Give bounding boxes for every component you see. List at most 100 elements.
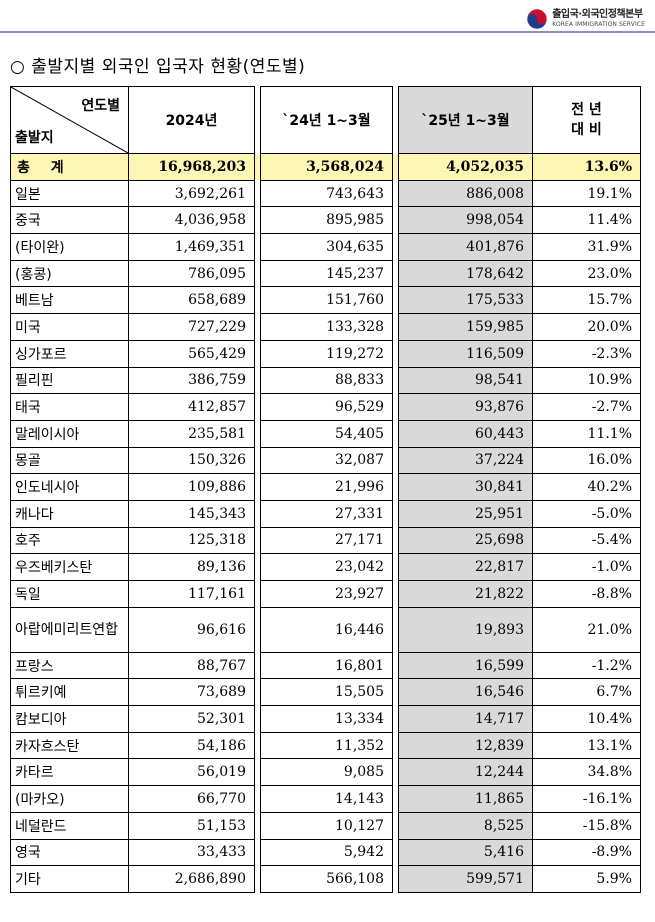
row-value-2024: 4,036,958 [128, 206, 255, 235]
row-value-2024: 96,616 [128, 606, 255, 653]
row-value-yoy: -8.9% [532, 838, 641, 867]
row-value-q1-2024: 743,643 [260, 179, 393, 208]
table-row: 중국 4,036,958 895,985 998,054 11.4% [10, 206, 641, 235]
col-header-yoy-line1: 전 년 [571, 102, 602, 118]
table-row: 캐나다 145,343 27,331 25,951 -5.0% [10, 499, 641, 528]
row-value-yoy: -1.2% [532, 651, 641, 680]
col-header-2024: 2024년 [128, 86, 255, 154]
row-value-q1-2025: 16,546 [398, 678, 533, 707]
row-value-q1-2024: 10,127 [260, 811, 393, 840]
table-row: 호주 125,318 27,171 25,698 -5.4% [10, 526, 641, 555]
org-name-en: KOREA IMMIGRATION SERVICE [552, 21, 645, 28]
row-value-q1-2024: 13,334 [260, 705, 393, 733]
row-origin: 캄보디아 [10, 705, 129, 733]
table-row: 영국 33,433 5,942 5,416 -8.9% [10, 838, 641, 867]
row-value-q1-2025: 22,817 [398, 553, 533, 581]
row-value-2024: 727,229 [128, 313, 255, 341]
row-value-2024: 16,968,203 [128, 153, 255, 181]
row-value-2024: 109,886 [128, 473, 255, 501]
row-origin: 몽골 [10, 446, 129, 475]
row-origin: (홍콩) [10, 259, 129, 288]
row-value-q1-2024: 27,171 [260, 526, 393, 555]
row-value-2024: 56,019 [128, 758, 255, 787]
row-value-2024: 565,429 [128, 339, 255, 368]
row-origin: 기타 [10, 865, 129, 893]
table-row: 기타 2,686,890 566,108 599,571 5.9% [10, 865, 641, 893]
row-value-2024: 89,136 [128, 553, 255, 581]
row-value-q1-2025: 178,642 [398, 259, 533, 288]
page-title: ○ 출발지별 외국인 입국자 현황(연도별) [10, 57, 306, 77]
row-value-yoy: 15.7% [532, 286, 641, 315]
header-divider [0, 31, 655, 33]
row-value-q1-2024: 5,942 [260, 838, 393, 867]
row-value-yoy: 20.0% [532, 313, 641, 341]
row-value-yoy: 21.0% [532, 606, 641, 653]
row-value-2024: 658,689 [128, 286, 255, 315]
taegeuk-logo-icon [526, 8, 548, 30]
row-value-yoy: -8.8% [532, 580, 641, 608]
row-value-q1-2025: 14,717 [398, 705, 533, 733]
row-value-2024: 386,759 [128, 366, 255, 395]
row-value-q1-2025: 4,052,035 [398, 153, 533, 181]
row-value-q1-2025: 599,571 [398, 865, 533, 893]
row-value-q1-2024: 27,331 [260, 499, 393, 528]
row-value-q1-2024: 9,085 [260, 758, 393, 787]
row-value-q1-2024: 23,042 [260, 553, 393, 581]
row-origin: 인도네시아 [10, 473, 129, 501]
table-row: 캄보디아 52,301 13,334 14,717 10.4% [10, 705, 641, 733]
table-row: 미국 727,229 133,328 159,985 20.0% [10, 313, 641, 341]
row-value-q1-2024: 16,446 [260, 606, 393, 653]
row-value-yoy: -5.4% [532, 526, 641, 555]
row-value-2024: 125,318 [128, 526, 255, 555]
row-value-q1-2025: 12,839 [398, 731, 533, 760]
page-header: 출입국·외국인정책본부 KOREA IMMIGRATION SERVICE [0, 0, 655, 38]
row-value-q1-2025: 21,822 [398, 580, 533, 608]
row-value-2024: 145,343 [128, 499, 255, 528]
row-value-2024: 51,153 [128, 811, 255, 840]
row-origin: 아랍에미리트연합 [10, 606, 129, 653]
row-origin: 필리핀 [10, 366, 129, 395]
row-origin: 카자흐스탄 [10, 731, 129, 760]
table-row: 우즈베키스탄 89,136 23,042 22,817 -1.0% [10, 553, 641, 581]
row-value-yoy: -5.0% [532, 499, 641, 528]
table-row: 인도네시아 109,886 21,996 30,841 40.2% [10, 473, 641, 501]
row-value-2024: 52,301 [128, 705, 255, 733]
row-value-2024: 412,857 [128, 393, 255, 421]
corner-diagonal [11, 87, 128, 153]
row-value-q1-2024: 96,529 [260, 393, 393, 421]
row-origin: (마카오) [10, 785, 129, 813]
table-row: 네덜란드 51,153 10,127 8,525 -15.8% [10, 811, 641, 840]
row-value-q1-2024: 15,505 [260, 678, 393, 707]
table-row: (타이완) 1,469,351 304,635 401,876 31.9% [10, 233, 641, 261]
row-value-q1-2024: 14,143 [260, 785, 393, 813]
row-origin: 일본 [10, 179, 129, 208]
row-origin: 싱가포르 [10, 339, 129, 368]
table-row: 프랑스 88,767 16,801 16,599 -1.2% [10, 651, 641, 680]
row-origin: 독일 [10, 580, 129, 608]
row-value-q1-2024: 304,635 [260, 233, 393, 261]
row-value-q1-2024: 23,927 [260, 580, 393, 608]
row-value-q1-2025: 25,698 [398, 526, 533, 555]
row-value-q1-2024: 119,272 [260, 339, 393, 368]
row-value-q1-2024: 54,405 [260, 419, 393, 448]
corner-label-year: 연도별 [81, 98, 120, 114]
row-origin: 태국 [10, 393, 129, 421]
row-value-yoy: 31.9% [532, 233, 641, 261]
table-row: 몽골 150,326 32,087 37,224 16.0% [10, 446, 641, 475]
row-value-2024: 73,689 [128, 678, 255, 707]
row-value-2024: 117,161 [128, 580, 255, 608]
row-value-yoy: -2.3% [532, 339, 641, 368]
row-origin: (타이완) [10, 233, 129, 261]
row-value-q1-2025: 175,533 [398, 286, 533, 315]
row-origin: 우즈베키스탄 [10, 553, 129, 581]
row-value-q1-2024: 566,108 [260, 865, 393, 893]
table-row: (홍콩) 786,095 145,237 178,642 23.0% [10, 259, 641, 288]
row-value-2024: 1,469,351 [128, 233, 255, 261]
col-header-yoy: 전 년 대 비 [532, 86, 641, 154]
row-value-q1-2025: 8,525 [398, 811, 533, 840]
row-value-q1-2024: 32,087 [260, 446, 393, 475]
row-value-q1-2025: 37,224 [398, 446, 533, 475]
row-origin: 중국 [10, 206, 129, 235]
row-value-yoy: 10.4% [532, 705, 641, 733]
row-value-yoy: 11.4% [532, 206, 641, 235]
